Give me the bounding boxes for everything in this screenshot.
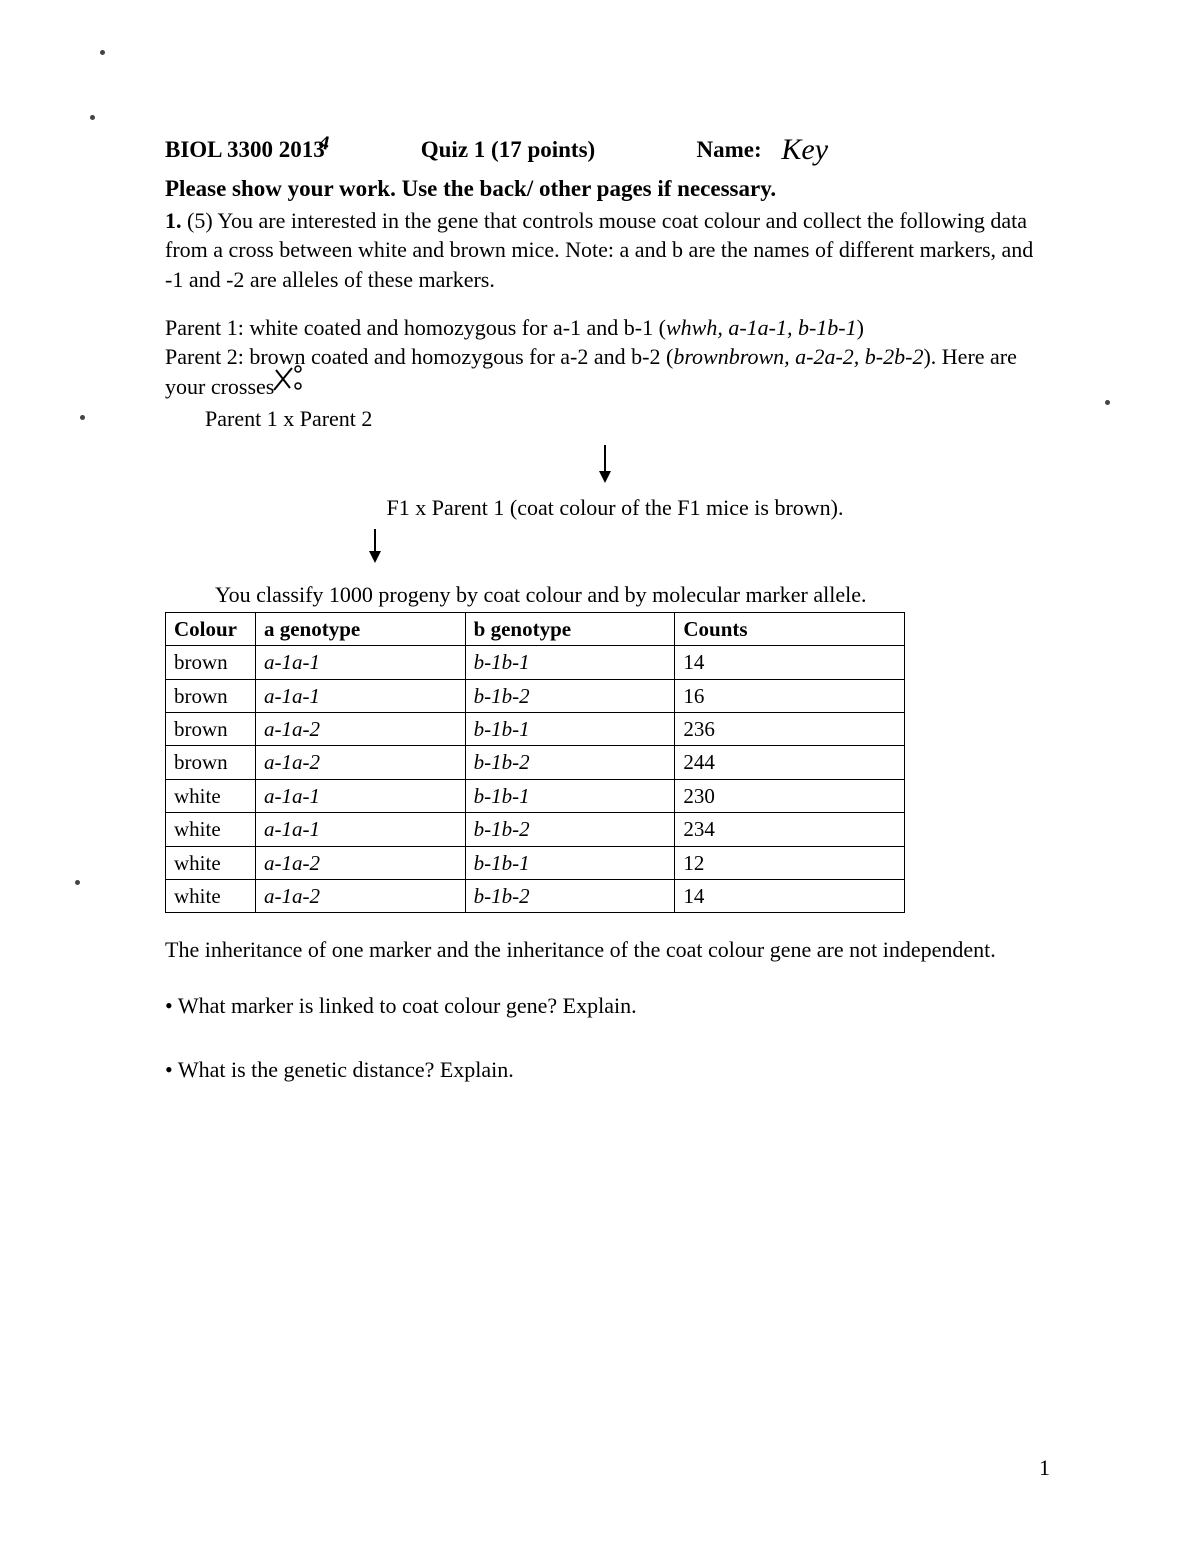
parent1-line: Parent 1: white coated and homozygous fo… xyxy=(165,313,1035,343)
table-row: whitea-1a-1b-1b-1230 xyxy=(166,779,905,812)
table-cell: white xyxy=(166,779,256,812)
content-area: BIOL 3300 20134 Quiz 1 (17 points) Name:… xyxy=(165,128,1035,1118)
table-cell: 14 xyxy=(675,646,905,679)
page: BIOL 3300 20134 Quiz 1 (17 points) Name:… xyxy=(0,0,1200,1553)
table-row: whitea-1a-2b-1b-112 xyxy=(166,846,905,879)
parent2-line: Parent 2: brown coated and homozygous fo… xyxy=(165,342,1035,401)
scan-dot xyxy=(80,415,85,420)
table-cell: 14 xyxy=(675,879,905,912)
quiz-title: Quiz 1 (17 points) xyxy=(421,134,691,165)
header-line: BIOL 3300 20134 Quiz 1 (17 points) Name:… xyxy=(165,128,1035,169)
table-cell: brown xyxy=(166,746,256,779)
table-cell: b-1b-2 xyxy=(465,746,675,779)
p1i: whwh, a-1a-1, b-1b-1 xyxy=(666,315,857,340)
th-colour: Colour xyxy=(166,613,256,646)
table-cell: b-1b-2 xyxy=(465,679,675,712)
scan-dot xyxy=(1105,400,1110,405)
table-cell: 16 xyxy=(675,679,905,712)
table-cell: white xyxy=(166,813,256,846)
arrow-down-icon xyxy=(405,443,805,491)
f1-line: F1 x Parent 1 (coat colour of the F1 mic… xyxy=(195,493,1035,523)
table-cell: a-1a-2 xyxy=(255,846,465,879)
q1-text: 1. (5) You are interested in the gene th… xyxy=(165,206,1035,295)
th-b: b genotype xyxy=(465,613,675,646)
table-row: browna-1a-2b-1b-1236 xyxy=(166,713,905,746)
p2i: brownbrown, a-2a-2, b-2b-2 xyxy=(673,344,923,369)
table-row: browna-1a-1b-1b-114 xyxy=(166,646,905,679)
table-row: browna-1a-2b-1b-2244 xyxy=(166,746,905,779)
th-a: a genotype xyxy=(255,613,465,646)
arrow-down-icon-2 xyxy=(365,527,1035,571)
table-cell: a-1a-1 xyxy=(255,646,465,679)
page-number: 1 xyxy=(1039,1453,1050,1483)
course-text: BIOL 3300 201 xyxy=(165,137,313,162)
cross1-text: Parent 1 x Parent 2 xyxy=(205,406,372,431)
f1-text: F1 x Parent 1 (coat colour of the F1 mic… xyxy=(386,495,843,520)
table-cell: a-1a-1 xyxy=(255,813,465,846)
table-cell: 230 xyxy=(675,779,905,812)
table-cell: a-1a-1 xyxy=(255,679,465,712)
table-cell: b-1b-1 xyxy=(465,779,675,812)
table-body: browna-1a-1b-1b-114browna-1a-1b-1b-216br… xyxy=(166,646,905,913)
table-cell: b-1b-2 xyxy=(465,879,675,912)
table-cell: 12 xyxy=(675,846,905,879)
table-cell: b-1b-1 xyxy=(465,846,675,879)
table-cell: brown xyxy=(166,713,256,746)
p1a: Parent 1: white coated and homozygous fo… xyxy=(165,315,666,340)
table-cell: white xyxy=(166,846,256,879)
table-cell: brown xyxy=(166,646,256,679)
table-cell: 244 xyxy=(675,746,905,779)
bullet-1: What marker is linked to coat colour gen… xyxy=(165,991,1035,1021)
table-cell: 234 xyxy=(675,813,905,846)
table-cell: a-1a-2 xyxy=(255,713,465,746)
q1-pts: (5) xyxy=(187,208,213,233)
table-cell: b-1b-1 xyxy=(465,646,675,679)
table-row: whitea-1a-2b-1b-214 xyxy=(166,879,905,912)
name-value: Key xyxy=(781,133,828,166)
scan-dot xyxy=(75,880,80,885)
cross1: Parent 1 x Parent 2 xyxy=(205,404,1035,434)
scan-dot xyxy=(90,115,95,120)
p1b: ) xyxy=(857,315,864,340)
year-edit: 34 xyxy=(313,134,325,165)
table-cell: b-1b-2 xyxy=(465,813,675,846)
classify-line: You classify 1000 progeny by coat colour… xyxy=(215,580,1035,610)
table-row: whitea-1a-1b-1b-2234 xyxy=(166,813,905,846)
p2a: Parent 2: brown coated and homozygous fo… xyxy=(165,344,673,369)
instructions: Please show your work. Use the back/ oth… xyxy=(165,173,1035,204)
table-cell: a-1a-2 xyxy=(255,746,465,779)
table-cell: a-1a-1 xyxy=(255,779,465,812)
bullet-2: What is the genetic distance? Explain. xyxy=(165,1055,1035,1085)
scan-dot xyxy=(100,50,105,55)
table-row: browna-1a-1b-1b-216 xyxy=(166,679,905,712)
q1-body: You are interested in the gene that cont… xyxy=(165,208,1033,292)
table-cell: b-1b-1 xyxy=(465,713,675,746)
table-header-row: Colour a genotype b genotype Counts xyxy=(166,613,905,646)
table-cell: a-1a-2 xyxy=(255,879,465,912)
course-code: BIOL 3300 20134 xyxy=(165,134,415,165)
q1-num: 1. xyxy=(165,208,182,233)
table-cell: brown xyxy=(166,679,256,712)
th-counts: Counts xyxy=(675,613,905,646)
table-cell: white xyxy=(166,879,256,912)
note-text: The inheritance of one marker and the in… xyxy=(165,935,1035,965)
progeny-table: Colour a genotype b genotype Counts brow… xyxy=(165,612,905,913)
year-overlay: 4 xyxy=(316,129,331,157)
table-cell: 236 xyxy=(675,713,905,746)
name-label: Name: xyxy=(697,134,762,165)
cross-symbols-icon xyxy=(274,374,304,394)
